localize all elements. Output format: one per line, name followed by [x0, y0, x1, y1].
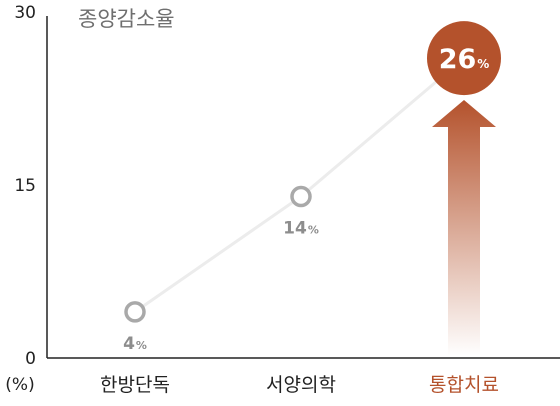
data-label-unit: % — [477, 57, 489, 71]
data-label: 14% — [283, 219, 319, 239]
y-tick-label: 15 — [14, 176, 36, 196]
data-label: 4% — [123, 334, 147, 354]
highlight-data-label: 26% — [439, 44, 490, 75]
series-line — [133, 56, 466, 314]
data-point-marker — [124, 301, 146, 323]
x-category-label: 한방단독 — [100, 374, 170, 396]
data-point-marker — [290, 185, 312, 208]
data-label-value: 26 — [439, 44, 477, 75]
highlight-marker — [427, 21, 501, 96]
y-tick-label: 30 — [14, 3, 36, 23]
y-axis-label: (%) — [5, 375, 34, 395]
x-category-label: 서양의학 — [266, 374, 336, 396]
data-label-unit: % — [308, 224, 319, 237]
chart-title: 종양감소율 — [78, 7, 175, 31]
highlight-arrow — [432, 100, 496, 356]
data-label-unit: % — [136, 339, 147, 352]
x-category-label-highlight: 통합치료 — [429, 374, 499, 396]
data-label-value: 4 — [123, 334, 135, 354]
y-tick-label: 0 — [25, 349, 36, 369]
data-label-value: 14 — [283, 219, 307, 239]
